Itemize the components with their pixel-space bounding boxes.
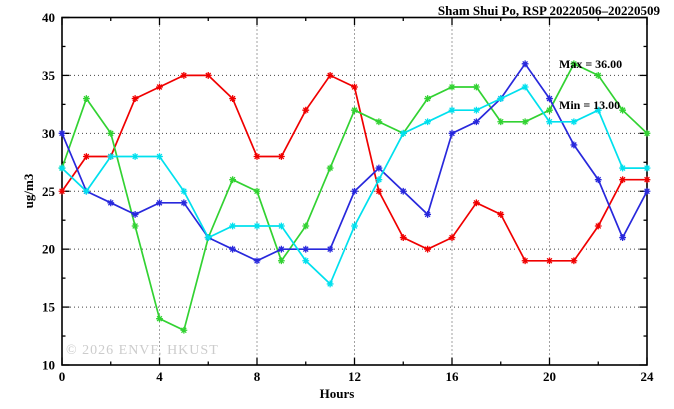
series-red — [58, 72, 651, 265]
y-axis-title: ug/m3 — [21, 173, 36, 209]
x-axis-title: Hours — [319, 386, 355, 401]
x-tick-label: 4 — [156, 369, 163, 384]
series-blue-markers — [58, 60, 651, 265]
y-tick-label: 30 — [42, 126, 55, 141]
y-tick-label: 20 — [42, 242, 55, 257]
x-tick-label: 8 — [254, 369, 261, 384]
min-annotation: Min = 13.00 — [559, 97, 621, 112]
y-tick-label: 25 — [42, 184, 56, 199]
series-cyan — [58, 83, 651, 288]
y-tick-label: 35 — [42, 68, 56, 83]
x-tick-label: 16 — [446, 369, 460, 384]
x-tick-label: 20 — [543, 369, 556, 384]
x-tick-label: 12 — [348, 369, 361, 384]
watermark: © 2026 ENVF, HKUST — [66, 343, 219, 358]
y-tick-label: 10 — [42, 358, 55, 373]
stats-annotation: Max = 36.00 Min = 13.00 — [559, 31, 622, 139]
x-tick-label: 0 — [59, 369, 66, 384]
series-cyan-markers — [58, 83, 651, 288]
max-annotation: Max = 36.00 — [559, 57, 623, 71]
chart-title: Sham Shui Po, RSP 20220506–20220509 — [437, 3, 660, 18]
x-tick-label: 24 — [641, 369, 655, 384]
y-tick-label: 15 — [42, 300, 56, 315]
y-tick-label: 40 — [42, 10, 55, 25]
series-blue — [58, 60, 651, 265]
